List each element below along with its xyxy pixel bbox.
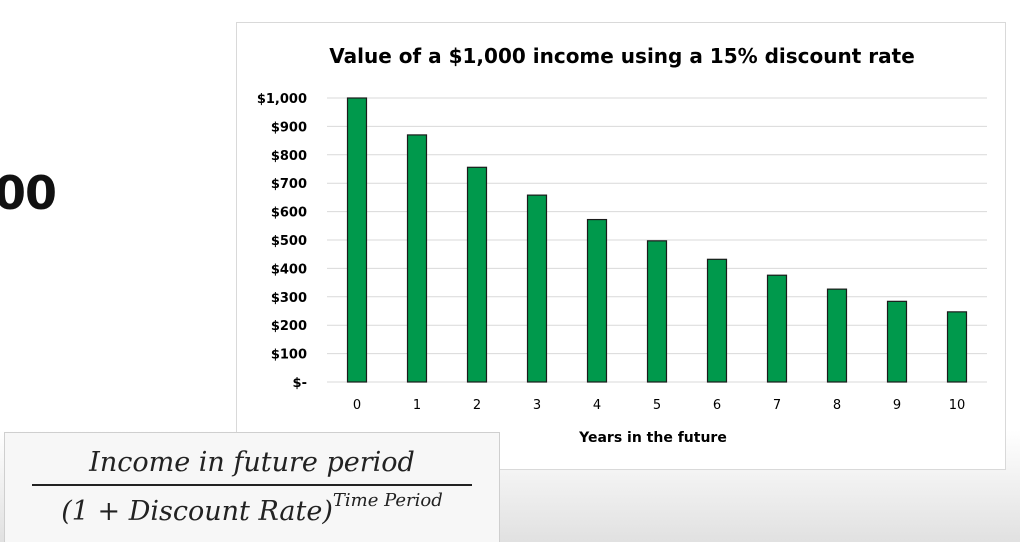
y-tick-label: $900 xyxy=(271,120,307,135)
chart-title: Value of a $1,000 income using a 15% dis… xyxy=(329,44,915,68)
bar xyxy=(646,240,668,383)
y-tick-label: $600 xyxy=(271,206,307,221)
bars xyxy=(346,97,968,383)
bar xyxy=(826,288,848,383)
chart-area: Value of a $1,000 income using a 15% dis… xyxy=(236,22,1006,470)
y-tick-label: $700 xyxy=(271,177,307,192)
y-tick-label: $- xyxy=(293,376,307,391)
x-tick-label: 8 xyxy=(833,398,841,413)
fraction-line xyxy=(32,484,472,486)
discount-formula: Income in future period (1 + Discount Ra… xyxy=(5,447,499,527)
y-tick-label: $800 xyxy=(271,149,307,164)
bar xyxy=(886,300,908,383)
y-tick-label: $300 xyxy=(271,291,307,306)
x-axis-label: Years in the future xyxy=(578,430,727,446)
formula-denominator: (1 + Discount Rate)Time Period xyxy=(61,486,443,527)
x-tick-labels: 0 1 2 3 4 5 6 7 8 9 10 xyxy=(353,398,965,413)
cropped-slide-text: 00 xyxy=(0,166,57,220)
bar xyxy=(466,166,488,383)
bar xyxy=(586,218,608,383)
x-tick-label: 6 xyxy=(713,398,721,413)
bar xyxy=(346,97,368,383)
bar xyxy=(706,258,728,383)
y-tick-label: $200 xyxy=(271,319,307,334)
bar xyxy=(946,311,968,383)
y-tick-label: $1,000 xyxy=(257,92,307,107)
formula-box: Income in future period (1 + Discount Ra… xyxy=(4,432,500,542)
x-tick-label: 9 xyxy=(893,398,901,413)
bar xyxy=(526,194,548,383)
y-tick-label: $400 xyxy=(271,262,307,277)
x-tick-label: 7 xyxy=(773,398,781,413)
bar xyxy=(406,134,428,383)
y-tick-label: $500 xyxy=(271,234,307,249)
x-tick-label: 10 xyxy=(949,398,966,413)
bar xyxy=(766,274,788,383)
y-tick-labels: $- $100 $200 $300 $400 $500 $600 $700 $800 $900 $1… xyxy=(257,92,307,391)
x-tick-label: 1 xyxy=(413,398,421,413)
bar-chart: Value of a $1,000 income using a 15% dis… xyxy=(257,44,987,446)
formula-numerator: Income in future period xyxy=(89,447,415,478)
x-tick-label: 5 xyxy=(653,398,661,413)
x-tick-label: 2 xyxy=(473,398,481,413)
y-tick-label: $100 xyxy=(271,348,307,363)
formula-denominator-base: (1 + Discount Rate) xyxy=(61,496,333,527)
x-tick-label: 3 xyxy=(533,398,541,413)
x-tick-label: 0 xyxy=(353,398,361,413)
formula-exponent: Time Period xyxy=(332,490,443,511)
x-tick-label: 4 xyxy=(593,398,601,413)
